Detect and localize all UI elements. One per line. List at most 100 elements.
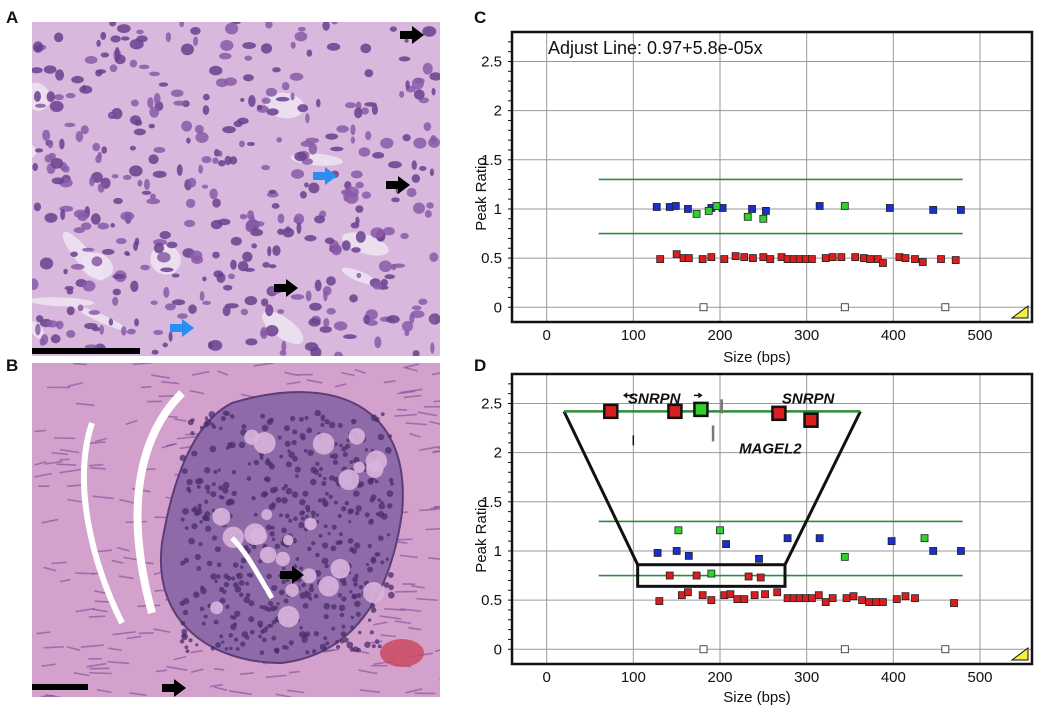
nucleus: [404, 38, 409, 43]
nucleus: [39, 257, 54, 270]
nucleus: [297, 104, 309, 113]
nucleus: [213, 270, 224, 278]
chart-d-ytick-label: 1: [494, 543, 502, 560]
nucleus: [274, 543, 281, 549]
nucleus: [163, 286, 170, 298]
nucleus: [129, 145, 136, 151]
chart-c-point-green: [704, 207, 713, 215]
chart-c-point-blue: [762, 207, 770, 215]
nucleus: [305, 514, 309, 519]
nucleus: [424, 210, 432, 218]
stroma-fiber: [419, 445, 440, 452]
nucleus: [317, 498, 323, 503]
nucleus: [305, 113, 310, 124]
chart-c-point-red: [873, 255, 882, 263]
nucleus: [242, 74, 254, 82]
nucleus: [350, 418, 357, 425]
chart-d-corner-triangle[interactable]: [1010, 647, 1029, 661]
nucleus: [252, 221, 265, 227]
chart-c-point-red: [866, 255, 874, 263]
nucleus: [268, 503, 276, 511]
nucleus: [266, 108, 279, 116]
nucleus: [248, 600, 255, 607]
nucleus: [284, 645, 289, 650]
chart-d-point-red: [744, 572, 753, 581]
nucleus: [371, 644, 376, 649]
nucleus: [204, 499, 209, 504]
nucleus: [313, 468, 319, 475]
chart-c: 0 100 200 300 400 500 0 0.5 1 1.5 2 2.5 Adjust Line…: [473, 24, 1038, 368]
nucleus: [211, 424, 217, 429]
chart-c-corner-triangle[interactable]: [1010, 305, 1029, 319]
nucleus: [293, 516, 298, 521]
nucleus: [109, 22, 117, 27]
nucleus: [202, 300, 212, 306]
chart-d-xlabel: Size (bps): [723, 689, 791, 706]
chart-c-ylabel: Peak Ratio: [473, 157, 490, 230]
nucleus: [149, 106, 160, 118]
nucleus: [411, 77, 424, 90]
chart-d-point-red: [828, 594, 837, 603]
nucleus: [245, 592, 251, 598]
nucleus: [269, 605, 277, 612]
nucleus: [275, 96, 290, 102]
nucleus: [352, 646, 359, 653]
nucleus: [326, 276, 336, 286]
stroma-fiber: [431, 372, 440, 376]
nucleus: [281, 486, 286, 491]
stroma-fiber: [107, 660, 130, 665]
nucleus: [232, 562, 239, 568]
nucleus: [306, 49, 313, 57]
nucleus: [99, 324, 104, 335]
nucleus: [338, 532, 343, 537]
nucleus: [260, 43, 273, 54]
nucleus: [202, 105, 210, 115]
nucleus: [259, 650, 265, 656]
nucleus: [33, 202, 42, 212]
chart-c-point-red: [720, 255, 729, 263]
chart-d-svg: 0 100 200 300 400 500 0 0.5 1 1.5 2 2.5 SNRPN SNRPN…: [473, 372, 1034, 706]
nucleus: [193, 591, 200, 598]
nucleus: [413, 137, 427, 149]
chart-c-point-open: [941, 303, 950, 312]
nucleus: [349, 647, 355, 652]
nucleus: [333, 500, 338, 505]
nucleus: [229, 156, 238, 165]
nucleus: [349, 625, 355, 630]
nucleus: [242, 42, 257, 49]
nucleus: [322, 285, 332, 296]
nucleus: [363, 314, 370, 325]
nucleus: [231, 576, 236, 581]
nucleus: [364, 512, 370, 518]
nucleus: [344, 443, 351, 449]
nucleus: [92, 142, 101, 152]
nucleus: [321, 557, 329, 565]
stroma-fiber: [417, 411, 438, 417]
nucleus: [323, 602, 331, 610]
nucleus: [365, 131, 372, 141]
nucleus: [320, 417, 325, 422]
nucleus: [189, 250, 203, 261]
stroma-fiber: [410, 584, 425, 589]
nucleus: [129, 165, 143, 177]
nucleus: [231, 469, 237, 475]
nucleus: [198, 164, 204, 174]
nucleus: [171, 299, 186, 306]
nucleus: [322, 476, 327, 481]
chart-d-point-blue: [929, 547, 938, 555]
nucleus: [213, 149, 220, 157]
nucleus: [291, 491, 299, 498]
nucleus: [112, 296, 119, 306]
chart-d-frame: [510, 372, 1034, 666]
nucleus: [380, 500, 384, 505]
nucleus: [59, 138, 65, 150]
nucleus: [304, 591, 312, 599]
nucleus: [336, 125, 349, 133]
nucleus: [34, 103, 47, 108]
nucleus: [377, 644, 382, 649]
nucleus: [374, 336, 382, 349]
nucleus: [149, 193, 156, 200]
panel-letter-b: B: [6, 356, 19, 375]
nucleus: [294, 31, 308, 42]
stroma-fiber: [155, 669, 168, 673]
